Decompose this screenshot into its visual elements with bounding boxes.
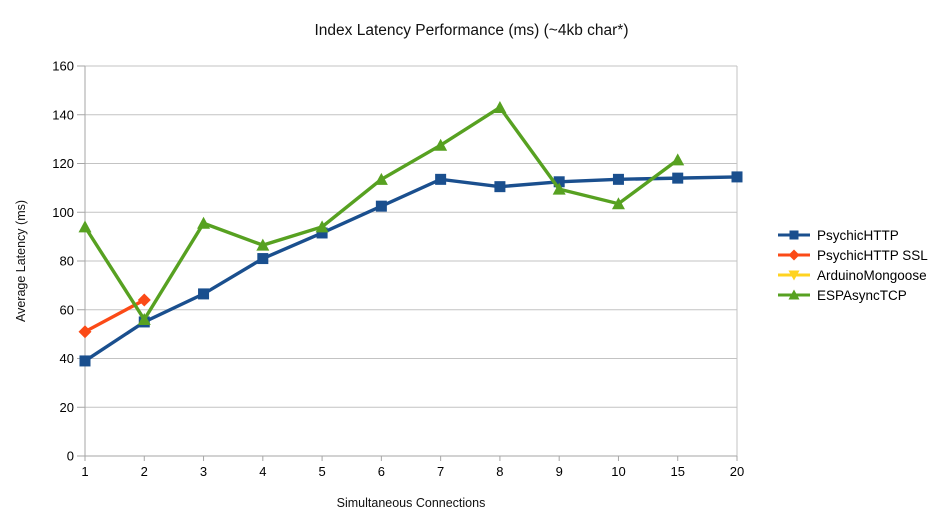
y-tick-label: 60	[60, 302, 74, 317]
y-tick-label: 20	[60, 400, 74, 415]
series-line	[83, 105, 679, 323]
y-tick-label: 140	[52, 107, 74, 122]
legend-item-psychichttp-ssl: PsychicHTTP SSL	[776, 245, 928, 265]
legend-label: ESPAsyncTCP	[817, 287, 907, 303]
x-tick-label: 9	[556, 464, 563, 479]
triangle-up-marker	[671, 153, 685, 166]
square-marker	[789, 230, 799, 240]
x-tick-label: 8	[496, 464, 503, 479]
triangle-up-marker	[434, 138, 448, 151]
x-tick-label: 1	[81, 464, 88, 479]
legend-label: PsychicHTTP SSL	[817, 247, 928, 263]
square-marker	[257, 253, 269, 265]
legend: PsychicHTTP PsychicHTTP SSL ArduinoMongoos…	[776, 225, 928, 305]
series-line	[84, 175, 738, 363]
triangle-down-marker	[788, 270, 800, 281]
x-tick-label: 2	[141, 464, 148, 479]
y-tick-label: 100	[52, 205, 74, 220]
y-tick-label: 160	[52, 59, 74, 74]
y-tick-label: 120	[52, 156, 74, 171]
x-tick-label: 10	[611, 464, 625, 479]
square-marker	[435, 173, 447, 185]
diamond-legend-icon	[778, 249, 810, 261]
y-tick-label: 0	[67, 449, 74, 464]
legend-item-espasynctcp: ESPAsyncTCP	[776, 285, 928, 305]
square-marker	[375, 200, 387, 212]
x-tick-label: 7	[437, 464, 444, 479]
y-tick-label: 80	[60, 254, 74, 269]
x-tick-label: 4	[259, 464, 266, 479]
square-marker	[79, 355, 91, 367]
diamond-marker	[788, 249, 800, 261]
x-tick-label: 15	[670, 464, 684, 479]
diamond-marker	[78, 325, 92, 339]
triangle-up-marker	[197, 216, 211, 229]
legend-label: PsychicHTTP	[817, 227, 899, 243]
legend-item-arduinomongoose: ArduinoMongoose	[776, 265, 928, 285]
triangle-up-marker	[315, 220, 329, 233]
square-marker	[553, 176, 565, 188]
x-tick-label: 5	[318, 464, 325, 479]
legend-label: ArduinoMongoose	[817, 267, 927, 283]
triangle-down-legend-icon	[778, 270, 810, 281]
triangle-up-marker	[493, 100, 507, 113]
square-legend-icon	[778, 230, 810, 240]
x-tick-label: 6	[378, 464, 385, 479]
triangle-up-legend-icon	[778, 289, 810, 300]
diamond-marker	[137, 293, 151, 307]
triangle-up-marker	[788, 289, 800, 300]
chart-title: Index Latency Performance (ms) (~4kb cha…	[314, 22, 629, 39]
x-axis-title: Simultaneous Connections	[336, 496, 486, 510]
square-marker	[672, 172, 684, 184]
x-tick-label: 20	[730, 464, 744, 479]
triangle-up-marker	[137, 313, 151, 325]
triangle-up-marker	[552, 182, 566, 195]
triangle-up-marker	[374, 172, 388, 185]
square-marker	[198, 288, 210, 300]
triangle-up-marker	[78, 220, 92, 233]
square-marker	[316, 227, 328, 239]
square-marker	[731, 171, 743, 183]
triangle-up-marker	[256, 238, 270, 251]
square-marker	[494, 181, 506, 193]
y-tick-label: 40	[60, 351, 74, 366]
x-tick-label: 3	[200, 464, 207, 479]
triangle-up-marker	[611, 197, 625, 210]
square-marker	[612, 173, 624, 185]
legend-item-psychichttp: PsychicHTTP	[776, 225, 928, 245]
